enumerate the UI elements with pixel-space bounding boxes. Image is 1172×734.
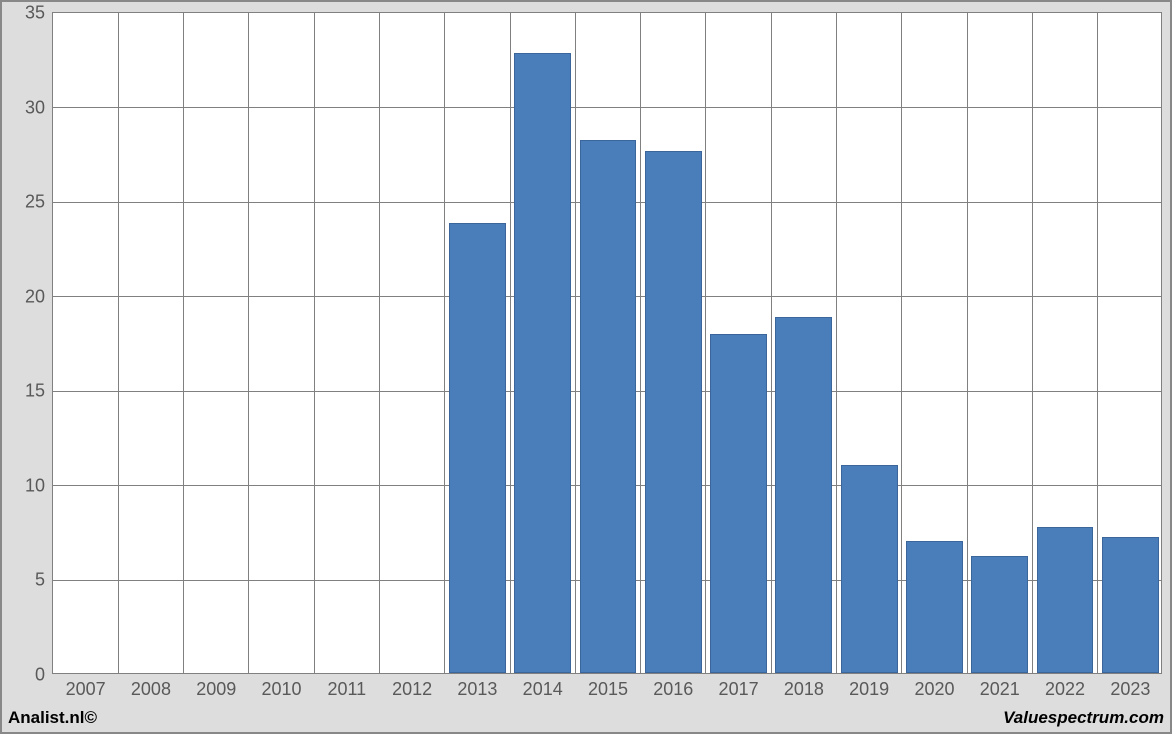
bar (514, 53, 571, 673)
x-tick-label: 2019 (849, 673, 889, 700)
bar (645, 151, 702, 673)
x-tick-label: 2013 (457, 673, 497, 700)
x-gridline (510, 13, 511, 673)
x-tick-label: 2009 (196, 673, 236, 700)
x-tick-label: 2012 (392, 673, 432, 700)
x-tick-label: 2010 (261, 673, 301, 700)
chart-container: 0 5 10 15 20 25 30 35 2007 2008 2009 2010 2011 2012 20… (0, 0, 1172, 734)
x-gridline (118, 13, 119, 673)
x-tick-label: 2023 (1110, 673, 1150, 700)
x-tick-label: 2014 (523, 673, 563, 700)
x-gridline (183, 13, 184, 673)
x-tick-label: 2008 (131, 673, 171, 700)
x-tick-label: 2020 (914, 673, 954, 700)
bar (841, 465, 898, 673)
x-gridline (967, 13, 968, 673)
bar (710, 334, 767, 673)
x-gridline (444, 13, 445, 673)
x-gridline (379, 13, 380, 673)
y-tick-label: 35 (25, 3, 53, 24)
y-tick-label: 30 (25, 97, 53, 118)
x-tick-label: 2011 (327, 673, 366, 700)
y-tick-label: 15 (25, 381, 53, 402)
footer-left: Analist.nl© (8, 708, 97, 728)
y-tick-label: 5 (35, 570, 53, 591)
bar (1037, 527, 1094, 673)
x-gridline (705, 13, 706, 673)
y-tick-label: 20 (25, 286, 53, 307)
x-gridline (836, 13, 837, 673)
bar (775, 317, 832, 673)
y-gridline (53, 107, 1161, 108)
plot-area: 0510152025303520072008200920102011201220… (52, 12, 1162, 674)
x-gridline (771, 13, 772, 673)
x-gridline (640, 13, 641, 673)
bar (1102, 537, 1159, 673)
x-tick-label: 2021 (980, 673, 1020, 700)
x-gridline (1032, 13, 1033, 673)
y-tick-label: 25 (25, 192, 53, 213)
bar (906, 541, 963, 673)
x-tick-label: 2017 (719, 673, 759, 700)
y-tick-label: 0 (35, 665, 53, 686)
x-gridline (248, 13, 249, 673)
x-gridline (314, 13, 315, 673)
x-tick-label: 2015 (588, 673, 628, 700)
x-gridline (575, 13, 576, 673)
x-gridline (901, 13, 902, 673)
footer-right: Valuespectrum.com (1003, 708, 1164, 728)
bar (580, 140, 637, 673)
x-tick-label: 2007 (66, 673, 106, 700)
y-tick-label: 10 (25, 475, 53, 496)
x-tick-label: 2022 (1045, 673, 1085, 700)
x-tick-label: 2018 (784, 673, 824, 700)
bar (449, 223, 506, 673)
x-tick-label: 2016 (653, 673, 693, 700)
bar (971, 556, 1028, 673)
x-gridline (1097, 13, 1098, 673)
